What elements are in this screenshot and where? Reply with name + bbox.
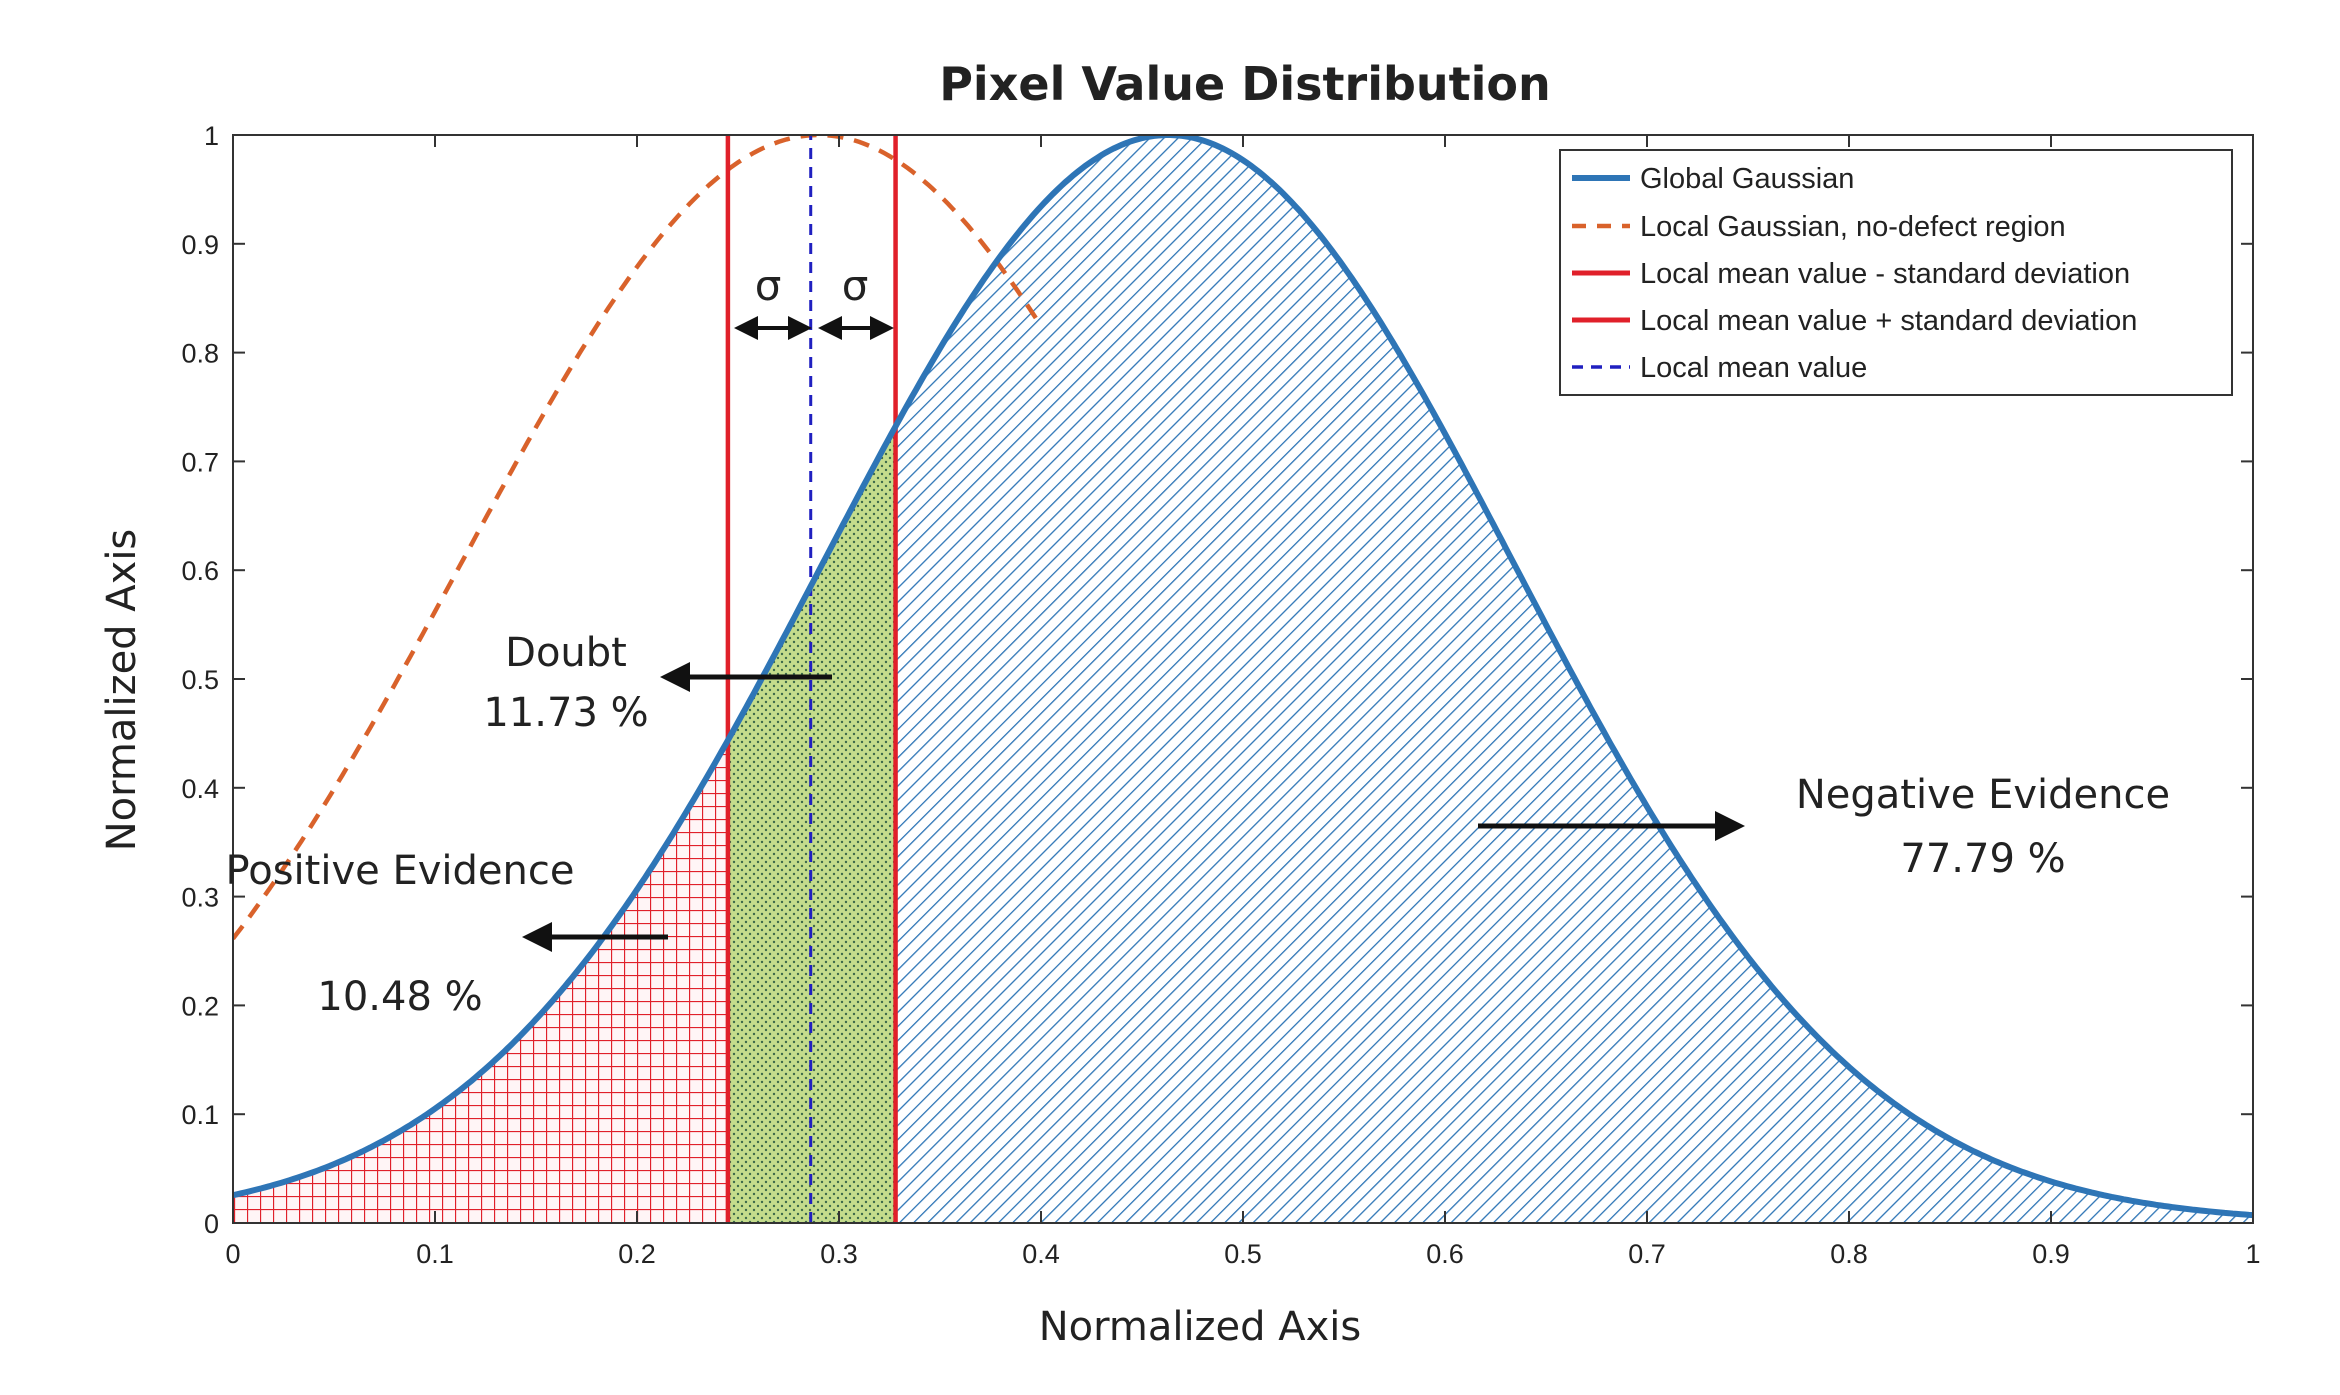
y-tick-label: 0.4 <box>181 774 219 804</box>
sigma-label-right: σ <box>842 261 869 310</box>
x-tick-label: 0.7 <box>1628 1239 1666 1269</box>
legend: Global Gaussian Local Gaussian, no-defec… <box>1559 149 2233 396</box>
legend-label-local: Local Gaussian, no-defect region <box>1640 211 2066 243</box>
x-tick-label: 0.2 <box>618 1239 656 1269</box>
y-tick-label: 0.8 <box>181 339 219 369</box>
region-annotations: Doubt 11.73 % Positive Evidence 10.48 % … <box>226 630 2171 1020</box>
y-tick-label: 0.6 <box>181 556 219 586</box>
doubt-region <box>727 426 896 1223</box>
positive-evidence-label: Positive Evidence <box>226 848 575 894</box>
y-tick-label: 0.7 <box>181 447 219 477</box>
axis-ticks <box>232 134 2254 1224</box>
negative-evidence-value: 77.79 % <box>1900 836 2065 882</box>
positive-evidence-region <box>233 740 728 1223</box>
x-tick-label: 0.6 <box>1426 1239 1464 1269</box>
x-tick-label: 1 <box>2245 1239 2260 1269</box>
global-gaussian-curve <box>233 135 2253 1219</box>
y-tick-label: 0.1 <box>181 1100 219 1130</box>
x-tick-label: 0.4 <box>1022 1239 1060 1269</box>
y-tick-label: 0.9 <box>181 230 219 260</box>
legend-label-plus: Local mean value + standard deviation <box>1640 305 2137 337</box>
x-tick-label: 0 <box>225 1239 240 1269</box>
local-gaussian-curve <box>233 135 1043 941</box>
legend-label-global: Global Gaussian <box>1640 163 1854 195</box>
sigma-label-left: σ <box>755 261 782 310</box>
legend-box <box>1559 149 2233 396</box>
sigma-annotations: σ σ <box>734 261 894 340</box>
x-tick-label: 0.8 <box>1830 1239 1868 1269</box>
y-tick-label: 1 <box>204 121 219 151</box>
y-tick-label: 0.5 <box>181 665 219 695</box>
doubt-label: Doubt <box>505 630 627 676</box>
x-tick-label: 0.5 <box>1224 1239 1262 1269</box>
x-tick-label: 0.3 <box>820 1239 858 1269</box>
legend-label-mean: Local mean value <box>1640 352 1867 384</box>
x-axis-label: Normalized Axis <box>1039 1304 1362 1350</box>
y-tick-label: 0 <box>204 1209 219 1239</box>
positive-evidence-value: 10.48 % <box>317 974 482 1020</box>
y-axis-label: Normalized Axis <box>99 529 145 852</box>
chart-title: Pixel Value Distribution <box>939 57 1551 111</box>
y-tick-label: 0.2 <box>181 991 219 1021</box>
negative-evidence-label: Negative Evidence <box>1796 772 2170 818</box>
doubt-value: 11.73 % <box>483 690 648 736</box>
x-tick-label: 0.9 <box>2032 1239 2070 1269</box>
y-tick-label: 0.3 <box>181 883 219 913</box>
x-tick-label: 0.1 <box>416 1239 454 1269</box>
legend-label-minus: Local mean value - standard deviation <box>1640 258 2130 290</box>
